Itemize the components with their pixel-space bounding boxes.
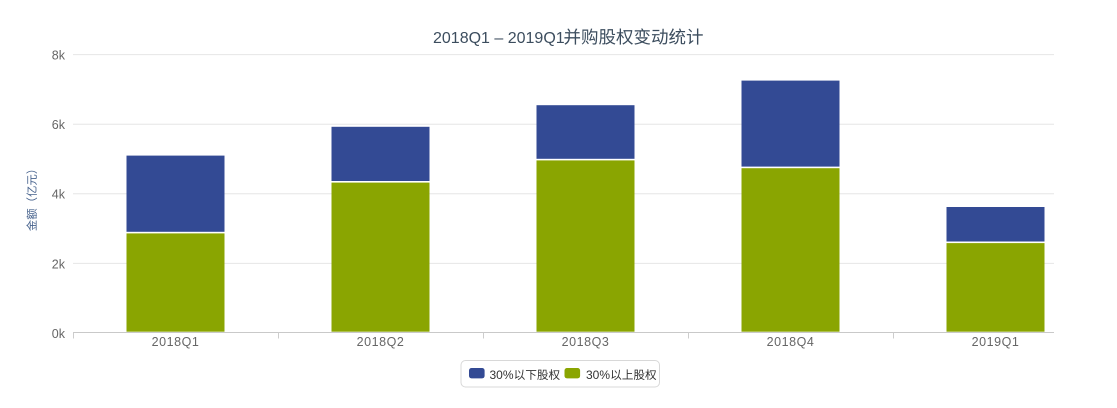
svg-text:2018Q2: 2018Q2: [357, 335, 405, 349]
svg-text:30%: 30%: [490, 368, 514, 382]
svg-text:8k: 8k: [52, 49, 66, 63]
svg-text:2018Q4: 2018Q4: [767, 335, 815, 349]
svg-text:2019Q1: 2019Q1: [972, 335, 1020, 349]
svg-text:2k: 2k: [52, 257, 66, 271]
svg-text:0k: 0k: [52, 327, 66, 341]
svg-text:2018Q3: 2018Q3: [562, 335, 610, 349]
svg-text:4k: 4k: [52, 188, 66, 202]
svg-text:2018Q1: 2018Q1: [152, 335, 200, 349]
svg-text:30%: 30%: [586, 368, 610, 382]
svg-text:6k: 6k: [52, 118, 66, 132]
svg-text:2018Q1 – 2019Q1: 2018Q1 – 2019Q1: [433, 30, 565, 47]
